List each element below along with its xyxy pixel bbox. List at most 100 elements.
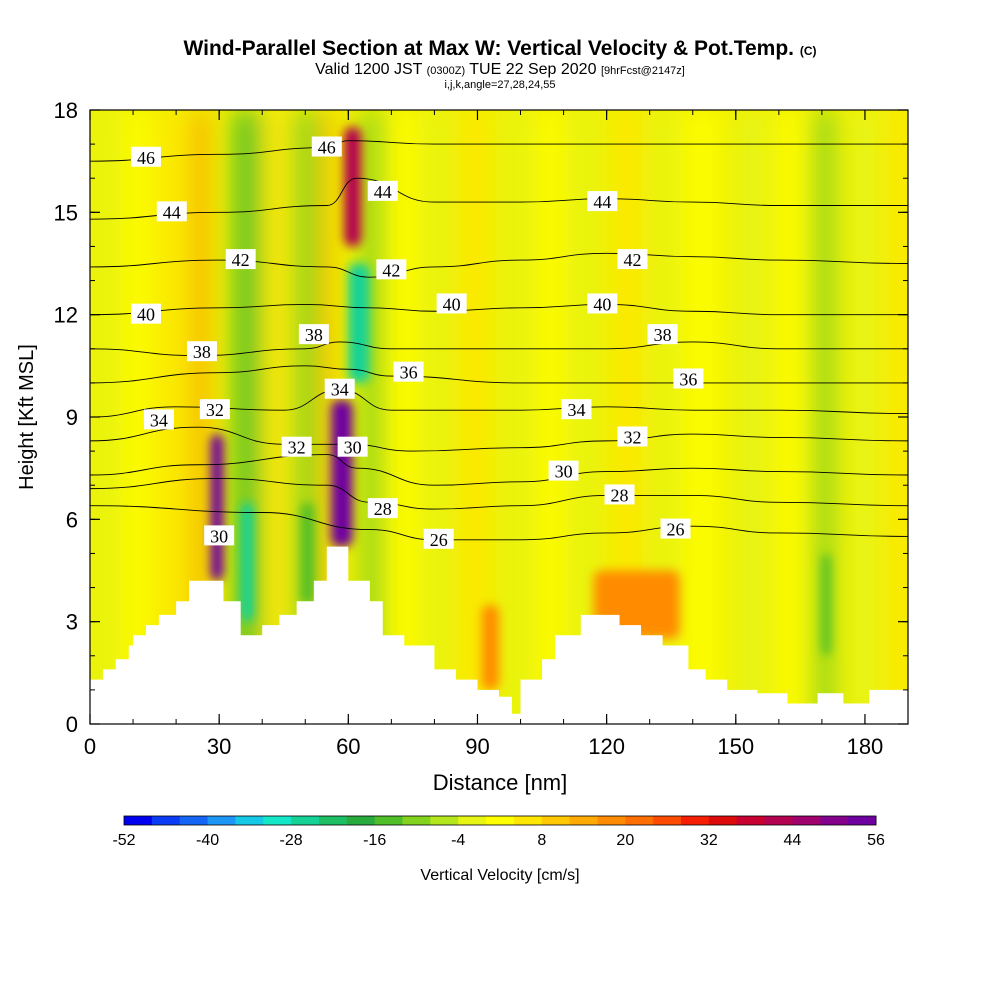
colorbar-swatch bbox=[708, 816, 738, 825]
contour-label-bg bbox=[324, 378, 355, 399]
contour-label-text: 30 bbox=[210, 526, 228, 546]
contour-label-text: 38 bbox=[654, 325, 672, 345]
colorbar: -52 -40 -28 -16 -4 8 20 32 44 56 bbox=[112, 815, 885, 849]
contour-label-bg bbox=[130, 303, 161, 324]
contour-label: 40 bbox=[436, 293, 467, 314]
contour-label-text: 34 bbox=[331, 380, 349, 400]
contour-label-text: 36 bbox=[679, 369, 697, 389]
contour-label-text: 32 bbox=[206, 400, 224, 420]
colorbar-tick-label: 56 bbox=[867, 832, 885, 849]
contour-label-text: 42 bbox=[382, 260, 400, 280]
contour-label: 36 bbox=[673, 368, 704, 389]
contour-label-text: 34 bbox=[150, 410, 168, 430]
field-region bbox=[210, 434, 224, 581]
field-region bbox=[331, 399, 353, 547]
x-tick-label: 150 bbox=[717, 734, 754, 759]
contour-label-text: 42 bbox=[623, 250, 641, 270]
contour-label: 40 bbox=[130, 303, 161, 325]
colorbar-tick-label: -40 bbox=[196, 832, 219, 849]
contour-label: 30 bbox=[204, 525, 235, 546]
contour-label: 34 bbox=[143, 409, 174, 430]
contour-label-bg bbox=[617, 249, 648, 270]
contour-label-bg bbox=[298, 324, 329, 345]
contour-label: 44 bbox=[587, 191, 618, 212]
y-tick-label: 18 bbox=[54, 98, 78, 123]
contour-label-bg bbox=[673, 368, 704, 389]
theta-contours bbox=[90, 140, 908, 541]
contour-label: 32 bbox=[199, 399, 230, 420]
contour-label-text: 38 bbox=[305, 325, 323, 345]
contour-label: 44 bbox=[367, 180, 398, 202]
field-band bbox=[460, 110, 487, 724]
colorbar-swatch bbox=[374, 816, 404, 825]
theta-contour-38 bbox=[90, 341, 908, 357]
colorbar-swatch bbox=[792, 816, 821, 825]
title-suffix: (C) bbox=[799, 44, 817, 58]
colorbar-frame bbox=[123, 815, 877, 826]
colorbar-swatch bbox=[179, 816, 209, 825]
contour-label-text: 46 bbox=[318, 138, 336, 158]
field-band bbox=[847, 110, 883, 724]
field-region bbox=[240, 502, 254, 622]
contour-label-text: 28 bbox=[374, 499, 392, 519]
chart-title-block: Wind-Parallel Section at Max W: Vertical… bbox=[0, 38, 1000, 92]
contour-label: 34 bbox=[324, 378, 355, 400]
colorbar-swatch bbox=[513, 816, 543, 825]
contour-label-text: 46 bbox=[137, 148, 155, 168]
field-band bbox=[322, 110, 332, 724]
contour-label: 32 bbox=[281, 436, 312, 458]
colorbar-tick-label: 8 bbox=[537, 832, 546, 849]
y-tick-label: 12 bbox=[54, 303, 78, 328]
theta-contour-30 bbox=[90, 454, 908, 486]
contour-label: 46 bbox=[311, 136, 342, 158]
colorbar-swatch bbox=[820, 816, 849, 825]
contour-label: 38 bbox=[298, 324, 329, 345]
colorbar-tick-label: 32 bbox=[700, 832, 718, 849]
field-region bbox=[348, 263, 370, 383]
contour-label: 42 bbox=[225, 249, 256, 270]
field-band bbox=[684, 110, 719, 724]
x-tick-label: 120 bbox=[588, 734, 625, 759]
contour-label-bg bbox=[199, 399, 230, 420]
contour-label-bg bbox=[660, 518, 691, 539]
grid-indices: i,j,k,angle=27,28,24,55 bbox=[444, 79, 556, 91]
contour-label-bg bbox=[281, 436, 312, 457]
contour-label-bg bbox=[617, 426, 648, 447]
y-tick-label: 3 bbox=[66, 610, 78, 635]
vertical-velocity-field: 46 46 44 44 44 42 42 42 40 40 40 38 38 38 36 36 34 34 34 32… bbox=[90, 110, 908, 724]
colorbar-swatch bbox=[430, 816, 459, 825]
colorbar-swatch bbox=[151, 816, 181, 825]
field-band bbox=[537, 110, 564, 724]
colorbar-swatch bbox=[597, 816, 626, 825]
contour-label-text: 34 bbox=[567, 400, 585, 420]
colorbar-swatch bbox=[681, 816, 710, 825]
colorbar-tick-label: 44 bbox=[784, 832, 802, 849]
contour-label: 26 bbox=[423, 528, 454, 550]
contour-labels: 46 46 44 44 44 42 42 42 40 40 40 38 38 38 36 36 34 34 34 32… bbox=[130, 136, 704, 550]
contour-label: 36 bbox=[393, 361, 424, 383]
colorbar-swatch bbox=[124, 816, 153, 825]
colorbar-tick-label: 20 bbox=[616, 832, 634, 849]
contour-label-bg bbox=[156, 201, 187, 222]
theta-contour-36 bbox=[90, 365, 908, 384]
colorbar-swatch bbox=[458, 816, 487, 825]
field-region bbox=[821, 553, 831, 656]
contour-label: 28 bbox=[604, 484, 635, 505]
contour-label-text: 44 bbox=[593, 192, 611, 212]
theta-contour-42 bbox=[90, 252, 908, 278]
x-tick-label: 30 bbox=[207, 734, 231, 759]
contour-label-bg bbox=[143, 409, 174, 430]
field-hotspots bbox=[210, 127, 831, 690]
x-tick-label: 0 bbox=[84, 734, 96, 759]
terrain-mask bbox=[90, 546, 908, 724]
field-band bbox=[503, 110, 530, 724]
contour-label-bg bbox=[393, 361, 424, 382]
contour-label: 38 bbox=[186, 341, 217, 362]
x-axis-label: Distance [nm] bbox=[433, 770, 568, 795]
contour-label: 44 bbox=[156, 201, 187, 222]
contour-label-bg bbox=[548, 460, 579, 481]
x-axis: 0 30 60 90 120 150 180 bbox=[84, 110, 909, 759]
colorbar-swatch bbox=[653, 816, 682, 825]
